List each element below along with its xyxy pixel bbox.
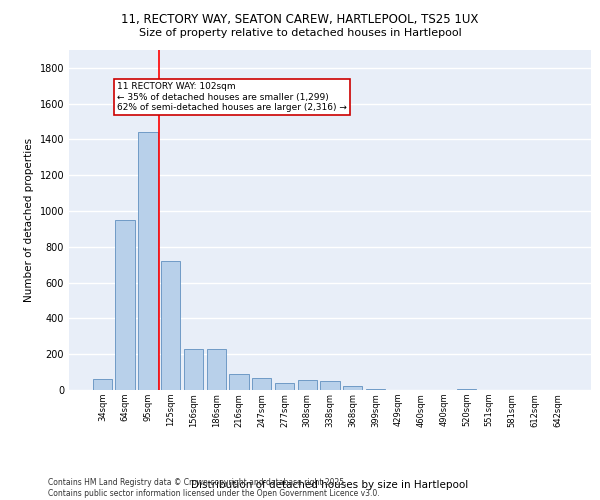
Bar <box>161 261 181 390</box>
Bar <box>138 132 158 390</box>
Bar <box>184 349 203 390</box>
Bar <box>298 380 317 390</box>
Bar <box>93 380 112 390</box>
Bar <box>252 378 271 390</box>
Bar <box>320 381 340 390</box>
Bar <box>115 220 135 390</box>
Bar <box>343 386 362 390</box>
Y-axis label: Number of detached properties: Number of detached properties <box>24 138 34 302</box>
Text: Size of property relative to detached houses in Hartlepool: Size of property relative to detached ho… <box>139 28 461 38</box>
Text: 11 RECTORY WAY: 102sqm
← 35% of detached houses are smaller (1,299)
62% of semi-: 11 RECTORY WAY: 102sqm ← 35% of detached… <box>117 82 347 112</box>
Text: 11, RECTORY WAY, SEATON CAREW, HARTLEPOOL, TS25 1UX: 11, RECTORY WAY, SEATON CAREW, HARTLEPOO… <box>121 12 479 26</box>
Bar <box>275 383 294 390</box>
Bar <box>457 389 476 390</box>
Bar <box>229 374 248 390</box>
Text: Contains HM Land Registry data © Crown copyright and database right 2025.
Contai: Contains HM Land Registry data © Crown c… <box>48 478 380 498</box>
Bar <box>366 389 385 390</box>
X-axis label: Distribution of detached houses by size in Hartlepool: Distribution of detached houses by size … <box>191 480 469 490</box>
Bar <box>206 349 226 390</box>
